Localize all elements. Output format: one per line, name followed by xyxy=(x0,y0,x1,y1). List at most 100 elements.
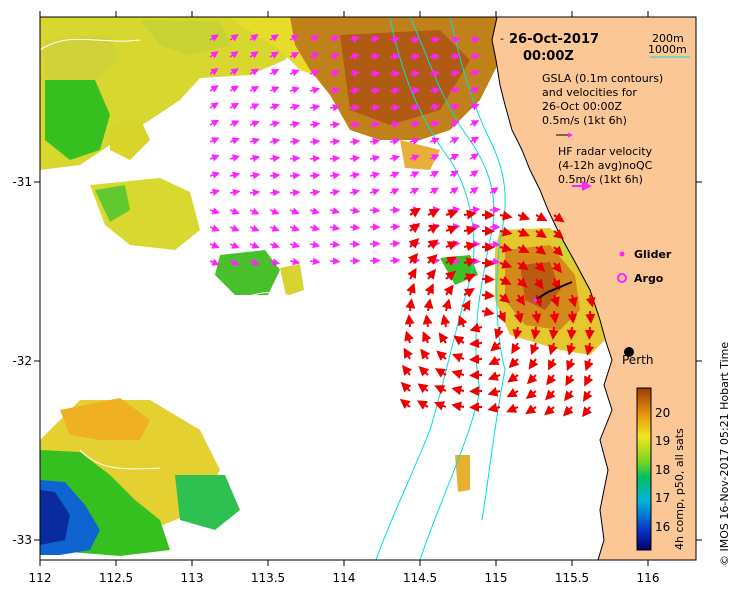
velocity-arrow xyxy=(289,86,300,94)
glider-legend-marker xyxy=(619,251,625,257)
velocity-arrow xyxy=(463,257,477,267)
velocity-arrow xyxy=(369,52,381,61)
velocity-arrow xyxy=(481,290,495,301)
velocity-arrow xyxy=(329,154,341,163)
velocity-arrow xyxy=(566,342,577,356)
velocity-arrow xyxy=(269,51,279,59)
city-label-perth: Perth xyxy=(622,353,653,367)
x-axis: 112 112.5 113 113.5 114 114.5 115 115.5 … xyxy=(29,11,660,585)
velocity-arrow xyxy=(451,369,465,379)
velocity-arrow xyxy=(563,405,574,417)
velocity-arrow xyxy=(427,224,440,234)
velocity-arrow xyxy=(496,310,506,323)
velocity-arrow xyxy=(516,277,528,288)
velocity-arrow xyxy=(449,205,461,214)
velocity-arrow xyxy=(349,35,361,43)
velocity-arrow xyxy=(530,326,541,340)
velocity-arrow xyxy=(585,310,596,324)
velocity-arrow xyxy=(463,241,477,252)
velocity-arrow xyxy=(469,338,483,349)
hf-note-line: HF radar velocity xyxy=(558,145,653,158)
glider-legend-label: Glider xyxy=(634,248,672,261)
gsla-contours xyxy=(40,38,301,470)
velocity-arrow xyxy=(349,69,361,78)
colorbar-tick: 17 xyxy=(655,491,670,505)
velocity-arrow xyxy=(309,137,321,146)
velocity-arrow xyxy=(309,171,321,180)
velocity-arrow xyxy=(499,275,512,285)
velocity-arrow xyxy=(369,137,381,146)
velocity-arrow xyxy=(289,52,300,59)
velocity-arrow xyxy=(445,209,459,219)
x-tick-label: 115 xyxy=(485,571,508,585)
velocity-arrow xyxy=(209,119,220,127)
velocity-arrow xyxy=(469,69,481,77)
perth-marker xyxy=(624,347,634,357)
x-tick-label: 116 xyxy=(637,571,660,585)
velocity-arrow xyxy=(481,274,495,285)
velocity-arrow xyxy=(269,103,280,111)
svg-text:-: - xyxy=(500,32,504,45)
velocity-arrow xyxy=(329,137,341,146)
velocity-arrow xyxy=(269,241,280,249)
velocity-arrow xyxy=(433,401,447,411)
x-tick-label: 112.5 xyxy=(99,571,133,585)
velocity-arrow xyxy=(449,69,461,78)
velocity-arrow xyxy=(369,188,380,196)
velocity-arrow xyxy=(389,86,401,95)
velocity-arrow xyxy=(507,372,519,383)
velocity-arrow xyxy=(584,358,594,372)
velocity-arrow xyxy=(229,34,239,42)
velocity-arrow xyxy=(566,358,576,371)
velocity-arrow xyxy=(545,389,556,401)
velocity-arrow xyxy=(449,137,460,145)
velocity-arrow xyxy=(506,388,519,398)
credit-text: © IMOS 16-Nov-2017 05:21 Hobart Time xyxy=(718,342,731,566)
velocity-arrow xyxy=(369,154,381,163)
velocity-arrow xyxy=(389,52,401,61)
y-tick-label: -32 xyxy=(12,354,32,368)
y-tick-label: -31 xyxy=(12,175,32,189)
colorbar-gradient xyxy=(636,387,652,551)
velocity-arrow xyxy=(269,224,280,232)
velocity-arrow xyxy=(416,400,429,410)
velocity-arrow xyxy=(389,188,400,196)
velocity-arrow xyxy=(469,354,483,365)
velocity-arrow xyxy=(551,262,562,274)
velocity-arrow xyxy=(469,52,481,61)
velocity-arrow xyxy=(389,171,400,179)
velocity-arrow xyxy=(487,402,501,413)
velocity-arrow xyxy=(531,310,542,324)
velocity-arrow xyxy=(309,188,321,197)
velocity-arrow xyxy=(461,299,471,312)
velocity-arrow xyxy=(329,52,341,60)
velocity-arrow xyxy=(515,294,526,306)
velocity-arrow xyxy=(409,171,420,179)
velocity-arrow xyxy=(349,103,361,112)
argo-legend-marker xyxy=(617,273,627,283)
velocity-arrow xyxy=(526,373,538,385)
velocity-arrow xyxy=(445,241,458,251)
velocity-arrow xyxy=(249,188,261,197)
velocity-arrow xyxy=(434,385,447,395)
velocity-arrow xyxy=(581,406,593,418)
velocity-arrow xyxy=(289,120,301,129)
velocity-arrow xyxy=(269,154,281,163)
velocity-arrow xyxy=(309,207,320,215)
velocity-arrow xyxy=(535,228,547,238)
velocity-arrow xyxy=(449,103,460,111)
velocity-arrow xyxy=(389,69,401,78)
velocity-arrow xyxy=(209,207,221,215)
velocity-arrow xyxy=(329,188,341,197)
velocity-arrow xyxy=(535,212,548,222)
velocity-arrow xyxy=(349,171,361,180)
velocity-arrow xyxy=(329,240,341,249)
velocity-arrow xyxy=(436,350,448,361)
velocity-arrow xyxy=(349,154,361,163)
velocity-arrow xyxy=(209,188,221,196)
velocity-arrow xyxy=(441,298,452,312)
velocity-arrow xyxy=(463,225,477,236)
velocity-arrow xyxy=(517,243,530,254)
velocity-arrow xyxy=(409,103,421,112)
velocity-arrow xyxy=(269,86,280,94)
